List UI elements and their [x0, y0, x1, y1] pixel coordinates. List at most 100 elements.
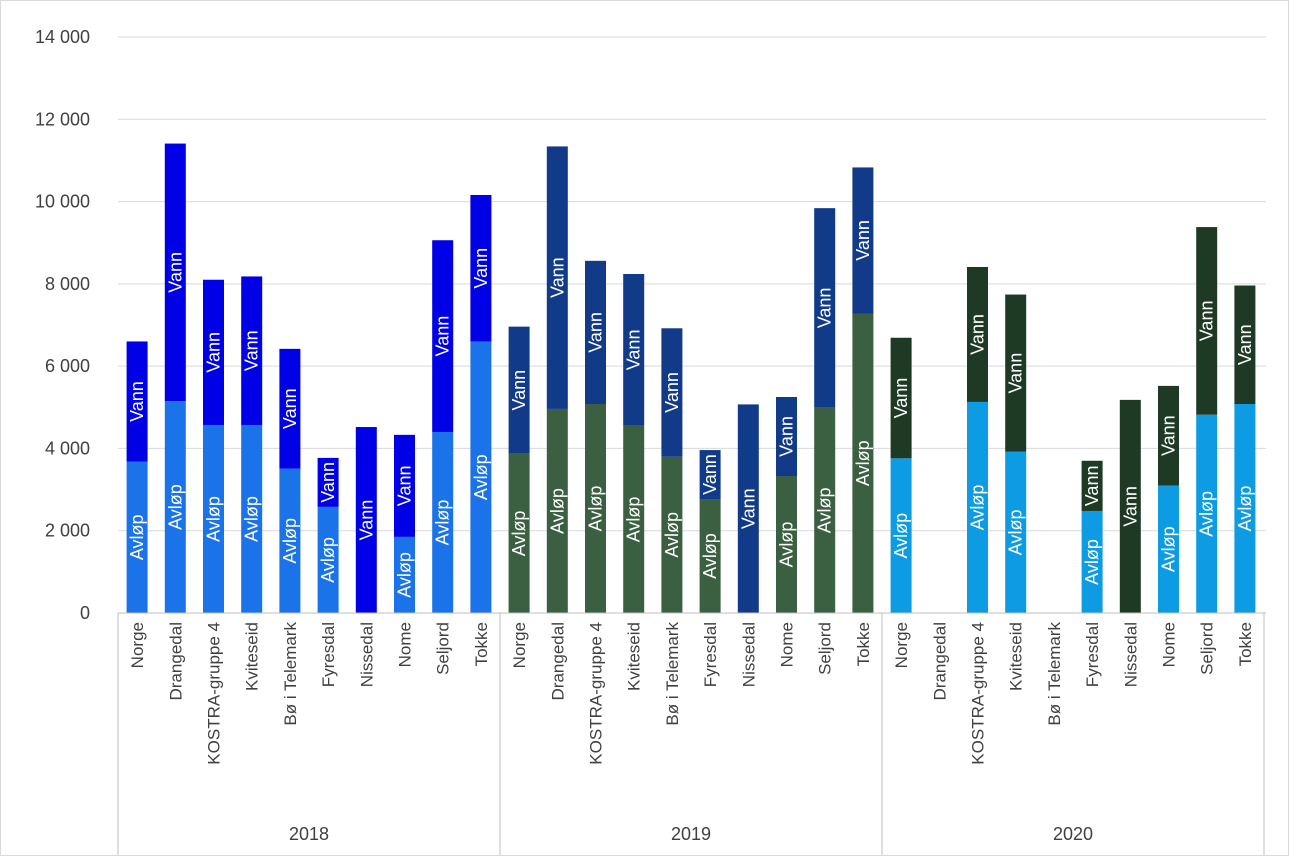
bar-data-label: Vann: [127, 381, 147, 422]
bar-segment-vann: [1234, 285, 1256, 404]
x-tick-label: Bø i Telemark: [1045, 622, 1064, 726]
bar-segment-vann: [737, 404, 759, 613]
bar-segment-vann: [623, 273, 645, 426]
bar-data-label: Avløp: [700, 533, 720, 579]
x-tick-label: Nissedal: [1121, 622, 1140, 687]
bar-segment-vann: [355, 427, 377, 613]
bar-segment-vann: [776, 397, 797, 476]
bar-segment-vann: [967, 266, 988, 402]
bar-data-label: Avløp: [318, 537, 338, 583]
bar-segment-vann: [203, 279, 224, 425]
bar-segment-avlop: [1081, 510, 1103, 613]
bar-segment-vann: [661, 328, 683, 457]
x-tick-label: Bø i Telemark: [663, 622, 682, 726]
x-tick-label: Nissedal: [357, 622, 376, 687]
bar-data-label: Avløp: [1159, 526, 1179, 572]
bar-segment-vann: [1081, 460, 1103, 511]
x-tick-label: Tokke: [854, 622, 873, 666]
x-tick-label: Fyresdal: [1083, 622, 1102, 687]
bar-data-label: Avløp: [204, 496, 224, 542]
x-tick-label: Bø i Telemark: [281, 622, 300, 726]
bar-data-label: Vann: [968, 314, 988, 355]
bar-segment-vann: [890, 337, 912, 459]
bar-segment-vann: [317, 457, 339, 507]
bar-data-label: Vann: [509, 370, 529, 411]
bar-segment-avlop: [241, 424, 263, 613]
bar-segment-avlop: [814, 407, 836, 613]
bar-segment-avlop: [279, 468, 301, 613]
bar-segment-avlop: [1196, 414, 1218, 613]
bar-segment-vann: [1196, 227, 1218, 415]
bar-data-label: Vann: [662, 372, 682, 413]
bar-data-label: Vann: [433, 316, 453, 357]
x-tick-label: Nissedal: [739, 622, 758, 687]
bar-segment-vann: [432, 240, 454, 432]
bar-segment-avlop: [967, 401, 988, 613]
x-tick-label: KOSTRA-gruppe 4: [969, 622, 988, 765]
bar-data-label: Avløp: [127, 514, 147, 560]
x-tick-label: Norge: [892, 622, 911, 668]
x-tick-label: Seljord: [816, 622, 835, 675]
bar-data-label: Avløp: [1082, 539, 1102, 585]
x-group-label: 2018: [289, 824, 329, 844]
bar-segment-avlop: [508, 453, 530, 613]
bar-segment-vann: [1158, 385, 1179, 486]
bar-data-label: Avløp: [624, 497, 644, 543]
bar-segment-avlop: [546, 408, 568, 613]
x-group-label: 2020: [1053, 824, 1093, 844]
bars: Avløp Vann Avløp Vann Avløp Vann Avløp Vann Avlø…: [126, 143, 1256, 613]
bar-segment-avlop: [203, 424, 224, 613]
bar-data-label: Vann: [586, 312, 606, 353]
bar-data-label: Vann: [395, 466, 415, 507]
x-group-label: 2019: [671, 824, 711, 844]
bar-data-label: Vann: [853, 220, 873, 261]
bar-data-label: Vann: [471, 248, 491, 289]
bar-data-label: Vann: [815, 288, 835, 329]
bar-data-label: Avløp: [586, 486, 606, 532]
y-tick-label: 4 000: [45, 438, 90, 458]
bar-data-label: Vann: [1006, 353, 1026, 394]
bar-data-label: Avløp: [1197, 491, 1217, 537]
x-tick-label: Seljord: [434, 622, 453, 675]
bar-data-label: Avløp: [777, 522, 797, 568]
bar-segment-avlop: [470, 341, 492, 613]
bar-data-label: Vann: [318, 462, 338, 503]
y-tick-label: 14 000: [35, 27, 90, 47]
bar-data-label: Avløp: [662, 512, 682, 558]
bar-segment-avlop: [432, 431, 454, 613]
bar-segment-vann: [164, 143, 186, 402]
bar-data-label: Avløp: [395, 552, 415, 598]
x-tick-label: Tokke: [1236, 622, 1255, 666]
bar-data-label: Avløp: [471, 454, 491, 500]
bar-data-label: Avløp: [547, 488, 567, 534]
bar-segment-vann: [546, 146, 568, 409]
x-tick-label: Fyresdal: [701, 622, 720, 687]
bar-data-label: Vann: [1159, 415, 1179, 456]
bar-segment-avlop: [661, 456, 683, 613]
bar-data-label: Vann: [165, 252, 185, 293]
bar-segment-avlop: [623, 425, 645, 613]
x-tick-label: Kviteseid: [243, 622, 262, 691]
bar-data-label: Vann: [891, 378, 911, 419]
bar-segment-vann: [279, 348, 301, 469]
bar-data-label: Vann: [1197, 301, 1217, 342]
bar-segment-vann: [814, 208, 836, 408]
bar-segment-avlop: [890, 458, 912, 613]
x-tick-label: Kviteseid: [625, 622, 644, 691]
bar-data-label: Avløp: [1006, 510, 1026, 556]
bar-data-label: Vann: [777, 416, 797, 457]
bar-segment-avlop: [852, 313, 874, 613]
bar-data-label: Vann: [624, 330, 644, 371]
bar-data-label: Vann: [242, 330, 262, 371]
x-tick-label: Tokke: [472, 622, 491, 666]
bar-data-label: Vann: [738, 488, 758, 529]
bar-segment-avlop: [776, 475, 797, 613]
bar-segment-vann: [508, 326, 530, 454]
x-tick-label: Norge: [128, 622, 147, 668]
bar-data-label: Vann: [1120, 486, 1140, 527]
bar-segment-avlop: [1158, 485, 1179, 613]
bar-segment-vann: [241, 276, 263, 425]
bar-data-label: Avløp: [815, 488, 835, 534]
bar-data-label: Vann: [1235, 324, 1255, 365]
